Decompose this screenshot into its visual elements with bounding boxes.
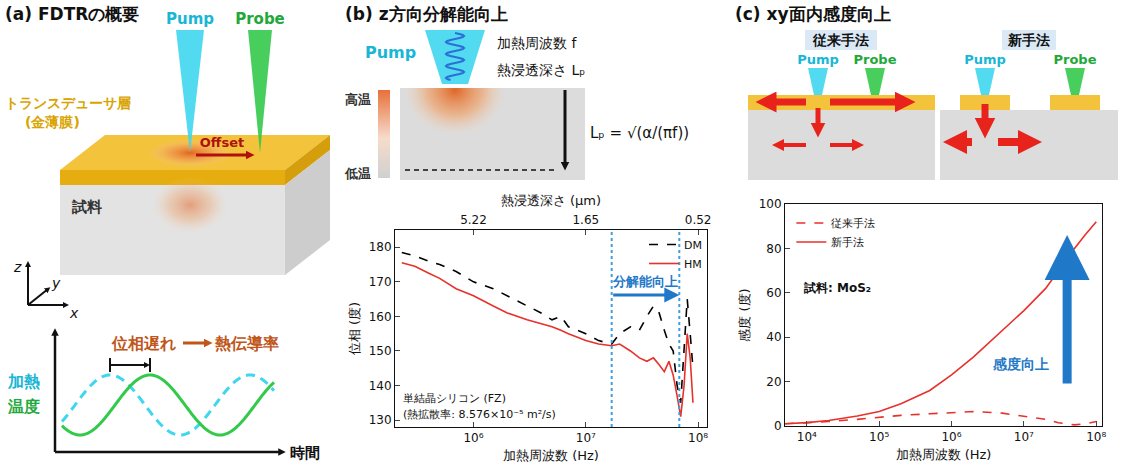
svg-text:10⁴: 10⁴ [797,430,817,444]
svg-text:z: z [13,259,22,275]
svg-text:従来手法: 従来手法 [831,217,875,230]
svg-text:10⁵: 10⁵ [869,430,889,444]
svg-text:温度: 温度 [7,397,40,416]
svg-text:新手法: 新手法 [1007,32,1050,48]
svg-text:HM: HM [684,258,702,271]
svg-text:トランスデューサ層: トランスデューサ層 [5,95,131,111]
svg-text:(a) FDTRの概要: (a) FDTRの概要 [5,4,139,24]
svg-text:y: y [51,275,61,291]
svg-text:Pump: Pump [797,52,839,67]
svg-text:加熱周波数 (Hz): 加熱周波数 (Hz) [896,447,992,462]
svg-text:Pump: Pump [365,43,416,62]
svg-text:加熱周波数 (Hz): 加熱周波数 (Hz) [503,448,599,463]
svg-text:位相遅れ: 位相遅れ [111,334,176,353]
svg-text:20: 20 [766,375,781,389]
svg-text:DM: DM [684,239,702,252]
svg-text:試料: MoS₂: 試料: MoS₂ [803,281,871,295]
svg-text:(金薄膜): (金薄膜) [25,114,80,130]
svg-text:感度向上: 感度向上 [992,356,1049,372]
svg-text:高温: 高温 [345,92,371,107]
svg-text:100: 100 [759,197,782,211]
svg-text:加熱周波数 f: 加熱周波数 f [497,35,577,51]
svg-text:10⁸: 10⁸ [688,431,708,445]
svg-text:熱伝導率: 熱伝導率 [214,334,279,353]
svg-text:熱浸透深さ Lₚ: 熱浸透深さ Lₚ [497,62,585,78]
svg-text:0: 0 [774,419,782,433]
svg-text:分解能向上: 分解能向上 [612,274,678,289]
svg-text:(熱拡散率: 8.576×10⁻⁵ m²/s): (熱拡散率: 8.576×10⁻⁵ m²/s) [403,408,556,421]
svg-text:150: 150 [369,344,392,358]
svg-text:熱浸透深さ (μm): 熱浸透深さ (μm) [501,193,601,208]
svg-text:10⁸: 10⁸ [1086,430,1106,444]
svg-text:180: 180 [369,240,392,254]
svg-text:160: 160 [369,310,392,324]
svg-text:Offset: Offset [200,135,244,150]
svg-text:170: 170 [369,275,392,289]
svg-text:10⁷: 10⁷ [576,431,596,445]
svg-text:従来手法: 従来手法 [812,32,869,48]
svg-text:Pump: Pump [964,52,1006,67]
svg-text:10⁷: 10⁷ [1014,430,1034,444]
svg-text:Probe: Probe [854,52,897,67]
svg-text:時間: 時間 [290,444,320,462]
svg-text:試料: 試料 [71,198,102,216]
svg-text:Pump: Pump [166,10,214,28]
svg-text:単結晶シリコン (FZ): 単結晶シリコン (FZ) [403,392,506,405]
svg-text:Probe: Probe [1054,52,1097,67]
svg-text:10⁶: 10⁶ [463,431,483,445]
svg-text:x: x [69,305,79,321]
svg-text:位相 (度): 位相 (度) [347,302,362,355]
svg-text:5.22: 5.22 [460,213,487,227]
svg-text:140: 140 [369,379,392,393]
svg-text:新手法: 新手法 [831,236,864,249]
svg-text:10⁶: 10⁶ [941,430,961,444]
svg-text:感度 (度): 感度 (度) [737,288,752,341]
svg-text:40: 40 [766,330,781,344]
svg-text:加熱: 加熱 [7,372,40,391]
svg-text:80: 80 [766,242,781,256]
svg-text:60: 60 [766,286,781,300]
svg-text:(c) xy面内感度向上: (c) xy面内感度向上 [735,4,891,24]
svg-text:1.65: 1.65 [572,213,599,227]
svg-text:130: 130 [369,413,392,427]
svg-text:(b) z方向分解能向上: (b) z方向分解能向上 [345,4,508,24]
svg-text:Probe: Probe [235,10,285,28]
svg-text:Lₚ = √(α/(πf)): Lₚ = √(α/(πf)) [590,124,689,142]
svg-text:低温: 低温 [344,166,371,181]
svg-text:0.52: 0.52 [685,213,712,227]
